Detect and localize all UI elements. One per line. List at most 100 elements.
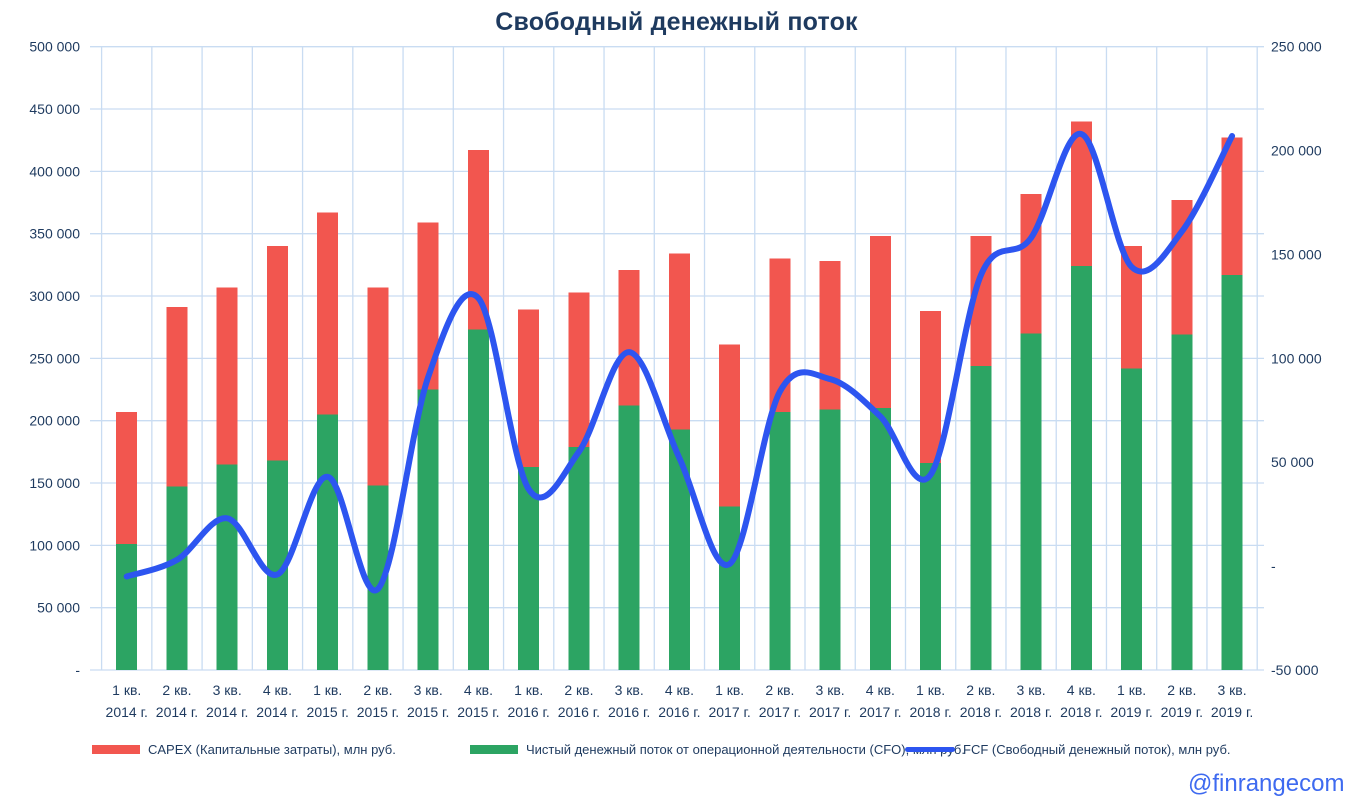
x-axis-label-year: 2016 г.	[608, 704, 650, 720]
bar-cfo-segment	[518, 466, 540, 670]
bar-capex-segment	[166, 307, 188, 487]
bar-cfo-segment	[769, 411, 791, 670]
bar-cfo-segment	[317, 414, 339, 670]
y-axis-tick-label-right: 250 000	[1271, 39, 1322, 55]
x-axis-label-quarter: 4 кв.	[464, 682, 493, 698]
bar-cfo-segment	[216, 464, 238, 670]
y-axis-tick-label-left: 100 000	[29, 537, 80, 553]
bar-cfo-segment	[920, 463, 942, 670]
x-axis-label-quarter: 2 кв.	[162, 682, 191, 698]
y-axis-tick-label-left: 50 000	[37, 600, 80, 616]
y-axis-tick-label-left: 250 000	[29, 350, 80, 366]
x-axis-label-year: 2015 г.	[357, 704, 399, 720]
legend-swatch-fcf-line	[905, 747, 955, 752]
y-axis-tick-label-left: 500 000	[29, 39, 80, 55]
x-axis-label-quarter: 3 кв.	[213, 682, 242, 698]
bar-capex-segment	[1070, 121, 1092, 267]
x-axis-label-year: 2016 г.	[558, 704, 600, 720]
bar-capex-segment	[1020, 193, 1042, 334]
legend-swatch-cfo	[470, 745, 518, 754]
x-axis-label-year: 2017 г.	[708, 704, 750, 720]
x-axis-label-year: 2017 г.	[759, 704, 801, 720]
bar-capex-segment	[1221, 137, 1243, 275]
y-axis-tick-label-left: 200 000	[29, 413, 80, 429]
x-axis-label-year: 2018 г.	[1010, 704, 1052, 720]
x-axis-label-quarter: 2 кв.	[765, 682, 794, 698]
legend-item-capex: CAPEX (Капитальные затраты), млн руб.	[92, 742, 396, 757]
bar-capex-segment	[819, 261, 841, 410]
x-axis-label-quarter: 2 кв.	[564, 682, 593, 698]
y-axis-tick-label-left: 400 000	[29, 163, 80, 179]
x-axis-label-year: 2017 г.	[859, 704, 901, 720]
bar-cfo-segment	[116, 544, 138, 670]
bar-capex-segment	[618, 269, 640, 406]
y-axis-tick-label-right: 100 000	[1271, 350, 1322, 366]
x-axis-label-year: 2015 г.	[307, 704, 349, 720]
x-axis-label-quarter: 2 кв.	[1167, 682, 1196, 698]
bar-capex-segment	[869, 236, 891, 409]
y-axis-tick-label-right: 50 000	[1271, 454, 1314, 470]
x-axis-label-quarter: 4 кв.	[866, 682, 895, 698]
x-axis-label-year: 2019 г.	[1161, 704, 1203, 720]
x-axis-label-quarter: 3 кв.	[1017, 682, 1046, 698]
legend-label-cfo: Чистый денежный поток от операционной де…	[526, 742, 965, 757]
bar-capex-segment	[1121, 246, 1143, 369]
x-axis-label-quarter: 3 кв.	[1218, 682, 1247, 698]
x-axis-label-quarter: 1 кв.	[514, 682, 543, 698]
bar-capex-segment	[719, 344, 741, 507]
y-axis-tick-label-right: 150 000	[1271, 246, 1322, 262]
bar-capex-segment	[116, 411, 138, 545]
bar-cfo-segment	[266, 460, 288, 670]
y-axis-tick-label-left: -	[75, 662, 80, 678]
x-axis-label-year: 2019 г.	[1211, 704, 1253, 720]
bar-capex-segment	[920, 310, 942, 464]
y-axis-tick-label-right: -	[1271, 558, 1276, 574]
x-axis-label-quarter: 1 кв.	[715, 682, 744, 698]
bar-cfo-segment	[1121, 368, 1143, 670]
x-axis-label-year: 2018 г.	[960, 704, 1002, 720]
x-axis-label-year: 2018 г.	[909, 704, 951, 720]
x-axis-label-year: 2015 г.	[407, 704, 449, 720]
bar-capex-segment	[317, 212, 339, 415]
x-axis-label-year: 2018 г.	[1060, 704, 1102, 720]
y-axis-tick-label-left: 150 000	[29, 475, 80, 491]
watermark-finrange: @finrangecom	[1188, 770, 1345, 797]
x-axis-label-quarter: 3 кв.	[816, 682, 845, 698]
bar-cfo-segment	[970, 365, 992, 670]
fcf-line	[123, 131, 1236, 594]
legend-label-fcf: FCF (Свободный денежный поток), млн руб.	[963, 742, 1231, 757]
bar-cfo-segment	[819, 409, 841, 670]
y-axis-tick-label-right: 200 000	[1271, 143, 1322, 159]
bar-capex-segment	[417, 222, 439, 390]
bar-cfo-segment	[1020, 333, 1042, 670]
y-axis-tick-label-right: -50 000	[1271, 662, 1319, 678]
bar-cfo-segment	[869, 408, 891, 670]
x-axis-label-quarter: 1 кв.	[916, 682, 945, 698]
x-axis-label-quarter: 1 кв.	[112, 682, 141, 698]
legend-item-fcf: FCF (Свободный денежный поток), млн руб.	[905, 742, 1231, 757]
bar-capex-segment	[266, 246, 288, 461]
x-axis-label-year: 2017 г.	[809, 704, 851, 720]
x-axis-label-quarter: 4 кв.	[263, 682, 292, 698]
bar-cfo-segment	[618, 405, 640, 670]
x-axis-label-quarter: 1 кв.	[313, 682, 342, 698]
bar-capex-segment	[467, 150, 489, 330]
x-axis-label-year: 2015 г.	[457, 704, 499, 720]
x-axis-label-year: 2016 г.	[658, 704, 700, 720]
x-axis-label-year: 2016 г.	[508, 704, 550, 720]
bar-cfo-segment	[166, 486, 188, 670]
bar-cfo-segment	[367, 485, 389, 670]
legend-item-cfo: Чистый денежный поток от операционной де…	[470, 742, 965, 757]
legend-label-capex: CAPEX (Капитальные затраты), млн руб.	[148, 742, 396, 757]
y-axis-tick-label-left: 350 000	[29, 226, 80, 242]
x-axis-label-quarter: 2 кв.	[363, 682, 392, 698]
bar-capex-segment	[668, 253, 690, 430]
bar-cfo-segment	[668, 429, 690, 670]
bar-capex-segment	[518, 309, 540, 467]
x-axis-label-quarter: 2 кв.	[966, 682, 995, 698]
bar-capex-segment	[216, 287, 238, 465]
y-axis-tick-label-left: 300 000	[29, 288, 80, 304]
x-axis-label-quarter: 1 кв.	[1117, 682, 1146, 698]
bar-cfo-segment	[1171, 334, 1193, 670]
bar-capex-segment	[769, 258, 791, 412]
